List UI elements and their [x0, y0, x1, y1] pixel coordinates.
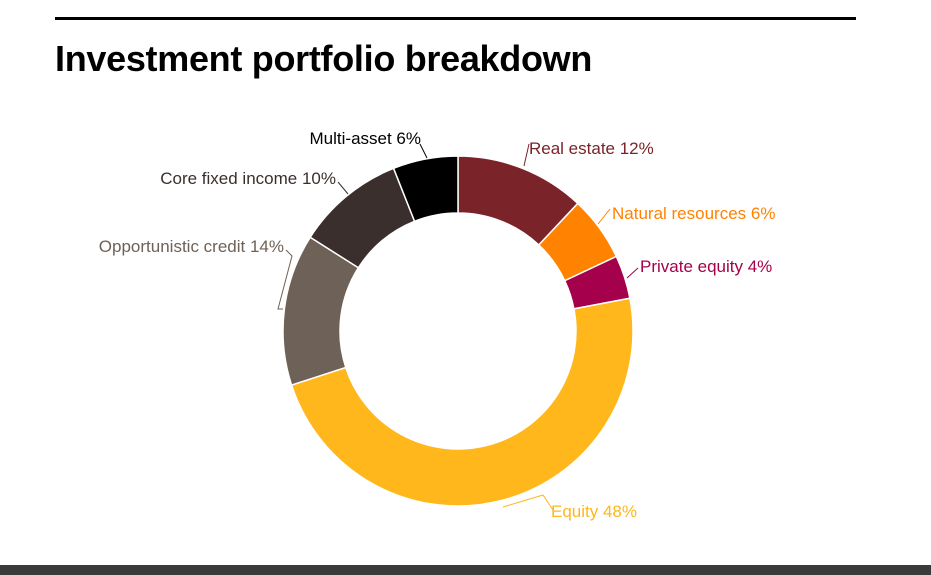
slice-equity	[290, 297, 634, 507]
leader-line-multi-asset	[419, 143, 428, 159]
chart-title: Investment portfolio breakdown	[55, 38, 593, 79]
leader-line-equity	[502, 494, 554, 511]
slice-label-multi-asset: Multi-asset 6%	[310, 129, 421, 148]
slice-label-opportunistic-credit: Opportunistic credit 14%	[99, 237, 284, 256]
slice-label-equity: Equity 48%	[551, 502, 637, 521]
slice-multi-asset	[392, 155, 459, 223]
slice-label-private-equity: Private equity 4%	[640, 257, 772, 276]
leader-line-opportunistic-credit	[277, 249, 293, 310]
top-rule	[55, 17, 856, 20]
leader-line-private-equity	[626, 267, 639, 279]
leader-line-natural-resources	[597, 208, 611, 225]
bottom-bar	[0, 565, 931, 575]
slice-label-real-estate: Real estate 12%	[529, 139, 654, 158]
leader-line-real-estate	[523, 143, 530, 167]
slice-label-core-fixed-income: Core fixed income 10%	[160, 169, 336, 188]
slice-label-natural-resources: Natural resources 6%	[612, 204, 775, 223]
leader-line-core-fixed-income	[337, 181, 349, 195]
